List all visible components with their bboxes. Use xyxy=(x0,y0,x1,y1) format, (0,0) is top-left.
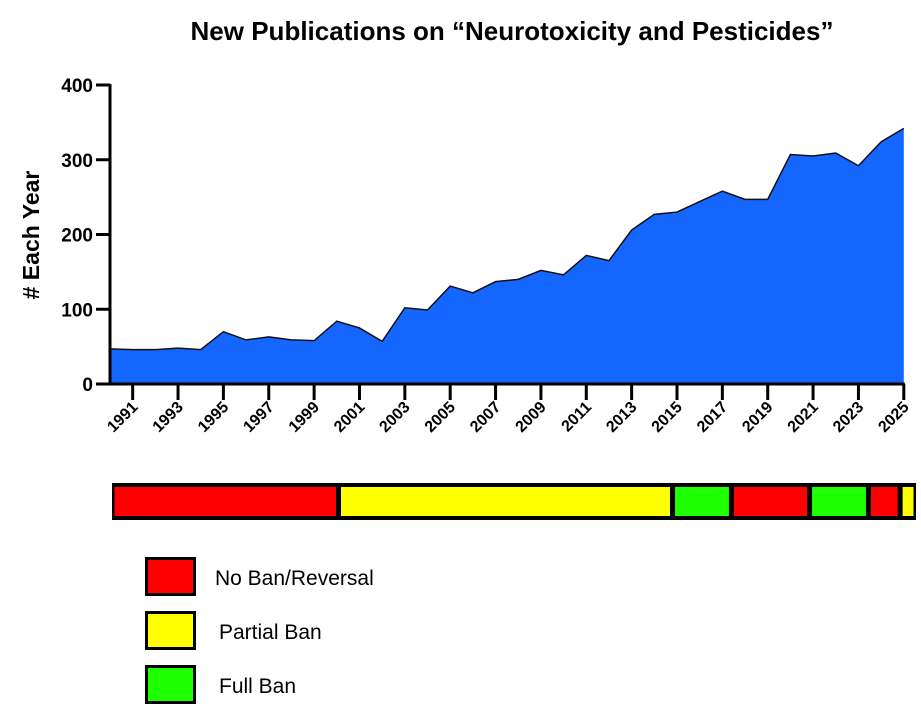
legend: No Ban/Reversal Partial Ban Full Ban xyxy=(145,557,374,704)
ban-segment-no_ban xyxy=(733,487,808,516)
area-fill xyxy=(110,128,904,384)
y-tick-label: 400 xyxy=(61,76,93,97)
legend-swatch-partial xyxy=(145,611,196,650)
x-tick-label: 2015 xyxy=(649,399,686,436)
x-tick-label: 2019 xyxy=(739,399,776,436)
legend-swatch-full xyxy=(145,665,196,704)
y-axis: 0 100 200 300 400 xyxy=(61,76,112,396)
y-axis-label: # Each Year xyxy=(18,171,44,300)
x-axis: 1991 1993 1995 1997 1999 2001 2003 2005 2007 2009… xyxy=(104,382,913,436)
x-tick-label: 2007 xyxy=(467,399,504,436)
x-tick-label: 1993 xyxy=(150,399,187,436)
ban-segment-no_ban xyxy=(114,487,336,516)
ban-status-bar xyxy=(112,483,916,520)
y-tick-label: 200 xyxy=(61,226,93,247)
area-outline xyxy=(109,127,905,351)
x-tick-label: 2003 xyxy=(376,399,413,436)
legend-swatch-no_ban xyxy=(145,557,196,596)
y-tick-label: 300 xyxy=(61,151,93,172)
legend-label-full: Full Ban xyxy=(219,675,296,698)
x-tick-label: 2017 xyxy=(694,399,731,436)
x-tick-label: 1995 xyxy=(195,399,232,436)
legend-label-partial: Partial Ban xyxy=(219,621,322,644)
chart-title: New Publications on “Neurotoxicity and P… xyxy=(191,16,834,46)
x-tick-label: 2021 xyxy=(785,399,822,436)
x-tick-label: 1991 xyxy=(104,399,141,436)
legend-label-no_ban: No Ban/Reversal xyxy=(215,567,374,590)
x-tick-label: 2011 xyxy=(559,399,596,436)
x-tick-label: 2025 xyxy=(875,399,912,436)
x-tick-label: 2001 xyxy=(331,399,368,436)
x-tick-label: 2013 xyxy=(603,399,640,436)
ban-segment-full xyxy=(675,487,729,516)
x-tick-label: 2023 xyxy=(830,399,867,436)
x-tick-label: 2005 xyxy=(422,399,459,436)
x-tick-label: 2009 xyxy=(513,399,550,436)
ban-segment-full xyxy=(812,487,866,516)
ban-segment-partial xyxy=(340,487,671,516)
plot-area xyxy=(109,127,905,384)
x-tick-label: 1997 xyxy=(240,399,277,436)
ban-segment-no_ban xyxy=(870,487,898,516)
x-tick-label: 1999 xyxy=(286,399,323,436)
ban-segment-partial xyxy=(902,487,914,516)
y-tick-label: 0 xyxy=(82,375,93,396)
y-tick-label: 100 xyxy=(61,300,93,321)
